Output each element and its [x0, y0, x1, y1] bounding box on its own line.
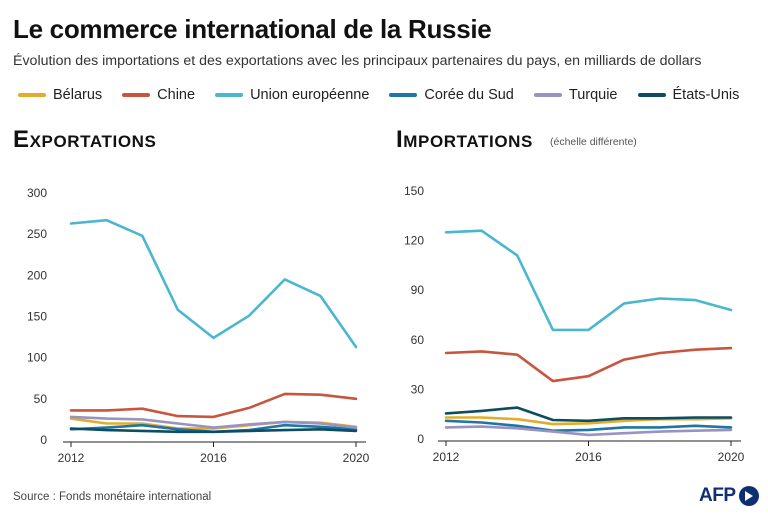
- legend-item-turquie: Turquie: [533, 87, 618, 103]
- imports-xtick-label: 2016: [575, 450, 602, 464]
- exports-ytick-label: 100: [27, 351, 47, 365]
- legend-item-belarus: Bélarus: [18, 87, 102, 103]
- exports-series-line-chine: [69, 392, 358, 419]
- exports-ytick-label: 0: [40, 433, 47, 447]
- exports-xtick-label: 2012: [58, 451, 85, 465]
- legend-swatch-belarus: [18, 93, 46, 97]
- imports-chart: 0 30 60 90 120 150 2012 2016 2020: [404, 184, 745, 464]
- legend-swatch-ue: [215, 93, 244, 97]
- exports-panel-title: Exportations: [13, 126, 157, 153]
- imports-ytick-label: 120: [404, 234, 424, 248]
- imports-ytick-label: 60: [411, 333, 425, 347]
- exports-xtick-label: 2016: [200, 451, 227, 465]
- exports-ytick-label: 300: [27, 186, 47, 200]
- legend-label-ue: Union européenne: [250, 87, 370, 103]
- imports-panel-title: Importations: [396, 126, 533, 153]
- imports-ytick-label: 30: [411, 382, 425, 396]
- imports-series-line-coree-du-sud: [444, 419, 733, 432]
- legend-swatch-etats-unis: [637, 93, 666, 97]
- exports-series-line-union-europeenne: [69, 218, 358, 349]
- legend-item-ue: Union européenne: [215, 87, 369, 103]
- legend-label-chine: Chine: [157, 87, 196, 103]
- legend-swatch-turquie: [533, 93, 562, 97]
- exports-ytick-label: 250: [27, 227, 47, 241]
- afp-logo-text: AFP: [699, 485, 736, 506]
- exports-ytick-label: 150: [27, 310, 47, 324]
- exports-ytick-label: 50: [34, 392, 48, 406]
- legend-item-coree: Corée du Sud: [389, 87, 514, 103]
- imports-xtick-label: 2020: [718, 450, 745, 464]
- imports-series-line-chine: [444, 346, 733, 383]
- legend-label-belarus: Bélarus: [53, 87, 103, 103]
- chart-title: Le commerce international de la Russie: [13, 14, 492, 44]
- source-note: Source : Fonds monétaire international: [13, 491, 212, 503]
- afp-logo: AFP: [699, 485, 759, 507]
- imports-ytick-label: 90: [411, 283, 425, 297]
- legend: Bélarus Chine Union européenne Corée du …: [18, 87, 759, 103]
- imports-series-line-etats-unis: [444, 406, 733, 423]
- imports-series-line-belarus: [444, 416, 733, 426]
- imports-xtick-label: 2012: [433, 450, 460, 464]
- imports-series-line-turquie: [444, 425, 733, 437]
- imports-series-line-union-europeenne: [444, 229, 733, 332]
- legend-label-etats-unis: États-Unis: [672, 87, 740, 103]
- imports-scale-note: (échelle différente): [550, 136, 637, 148]
- imports-ytick-label: 0: [417, 432, 424, 446]
- exports-chart: 0 50 100 150 200 250 300 2012 2016 2020: [27, 186, 370, 465]
- imports-ytick-label: 150: [404, 184, 424, 198]
- legend-swatch-coree: [389, 93, 418, 97]
- legend-item-chine: Chine: [122, 87, 195, 103]
- legend-label-coree: Corée du Sud: [424, 87, 514, 103]
- legend-item-etats-unis: États-Unis: [637, 87, 740, 103]
- exports-series-line-turquie: [69, 415, 358, 429]
- chart-subtitle: Évolution des importations et des export…: [13, 53, 702, 69]
- exports-xtick-label: 2020: [343, 451, 370, 465]
- legend-swatch-chine: [122, 93, 151, 97]
- exports-series-line-etats-unis: [69, 427, 358, 434]
- legend-label-turquie: Turquie: [568, 87, 618, 103]
- exports-ytick-label: 200: [27, 268, 47, 282]
- afp-logo-icon: [738, 486, 759, 506]
